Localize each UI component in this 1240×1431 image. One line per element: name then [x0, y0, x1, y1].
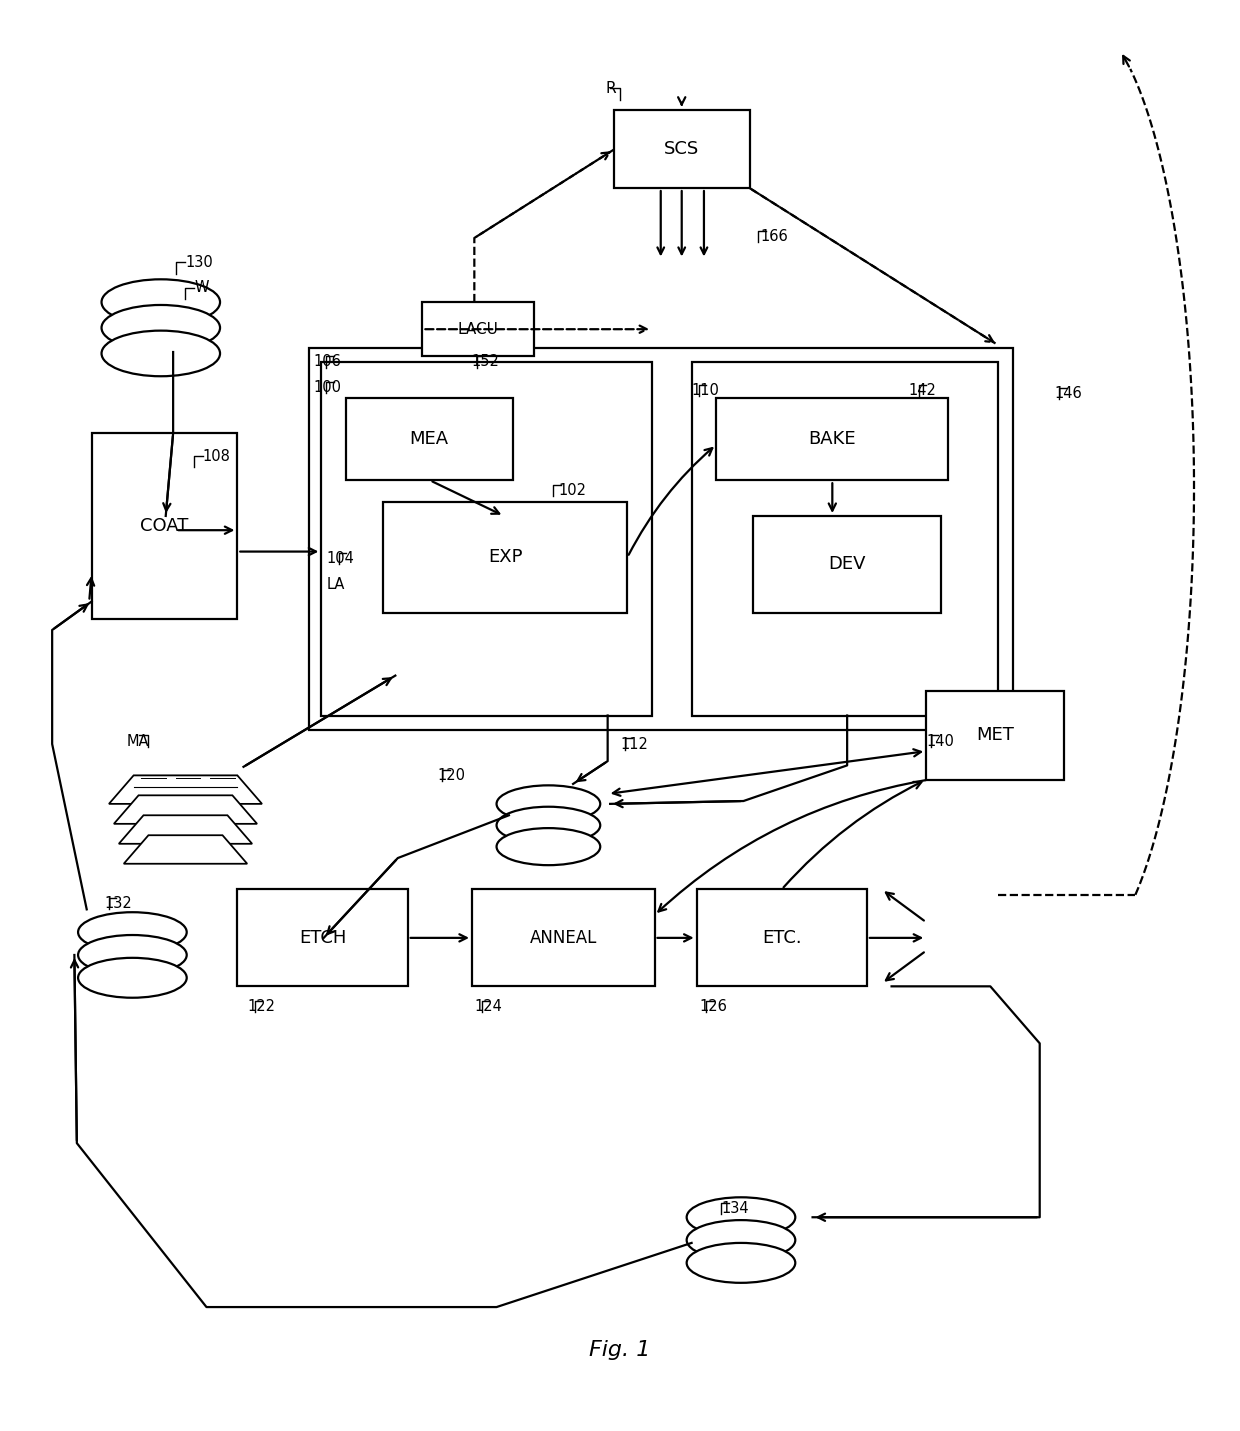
- Text: BAKE: BAKE: [808, 429, 856, 448]
- Text: 142: 142: [909, 384, 936, 398]
- Bar: [423, 302, 533, 356]
- Ellipse shape: [496, 786, 600, 823]
- Bar: [697, 890, 867, 986]
- Text: 124: 124: [475, 999, 502, 1013]
- Text: ANNEAL: ANNEAL: [529, 929, 596, 947]
- Bar: [717, 398, 949, 481]
- Polygon shape: [119, 816, 252, 844]
- Bar: [309, 348, 1013, 730]
- Ellipse shape: [102, 331, 219, 376]
- Polygon shape: [124, 836, 247, 864]
- Bar: [754, 517, 941, 612]
- Ellipse shape: [102, 279, 219, 325]
- Text: Fig. 1: Fig. 1: [589, 1339, 651, 1359]
- Bar: [692, 362, 998, 716]
- Text: MA: MA: [126, 734, 149, 748]
- Text: 106: 106: [314, 355, 342, 369]
- Text: 100: 100: [314, 381, 342, 395]
- Text: LA: LA: [326, 577, 345, 592]
- Polygon shape: [114, 796, 257, 824]
- Text: 108: 108: [203, 448, 231, 464]
- Ellipse shape: [496, 807, 600, 844]
- Text: ETC.: ETC.: [761, 929, 801, 947]
- Bar: [346, 398, 512, 481]
- Ellipse shape: [78, 912, 187, 952]
- Text: ETCH: ETCH: [299, 929, 346, 947]
- Text: 112: 112: [620, 737, 647, 751]
- Text: MET: MET: [976, 727, 1014, 744]
- Ellipse shape: [687, 1221, 795, 1261]
- Ellipse shape: [687, 1198, 795, 1238]
- Text: 130: 130: [186, 255, 213, 269]
- Text: LACU: LACU: [458, 322, 498, 336]
- Bar: [472, 890, 655, 986]
- Text: MEA: MEA: [409, 429, 449, 448]
- Text: 146: 146: [1054, 386, 1083, 401]
- Text: SCS: SCS: [665, 140, 699, 157]
- Bar: [321, 362, 652, 716]
- Text: 126: 126: [699, 999, 727, 1013]
- Text: R: R: [605, 80, 616, 96]
- Text: W: W: [195, 280, 208, 295]
- Text: 140: 140: [926, 734, 954, 748]
- Text: COAT: COAT: [140, 517, 188, 535]
- Text: 134: 134: [722, 1201, 749, 1216]
- Text: DEV: DEV: [828, 555, 866, 574]
- Text: 132: 132: [104, 896, 131, 912]
- Text: 104: 104: [326, 551, 355, 567]
- Text: 166: 166: [760, 229, 789, 245]
- Ellipse shape: [78, 934, 187, 975]
- Bar: [926, 691, 1064, 780]
- Text: 110: 110: [692, 384, 719, 398]
- Text: 152: 152: [472, 355, 500, 369]
- Ellipse shape: [78, 957, 187, 997]
- Bar: [383, 502, 627, 612]
- Text: EXP: EXP: [489, 548, 522, 567]
- Polygon shape: [109, 776, 262, 804]
- Text: 120: 120: [438, 768, 465, 783]
- Text: 122: 122: [247, 999, 275, 1013]
- Text: 102: 102: [558, 482, 587, 498]
- Bar: [614, 110, 750, 187]
- Ellipse shape: [496, 829, 600, 866]
- Ellipse shape: [687, 1244, 795, 1282]
- Bar: [92, 434, 237, 618]
- Bar: [237, 890, 408, 986]
- Ellipse shape: [102, 305, 219, 351]
